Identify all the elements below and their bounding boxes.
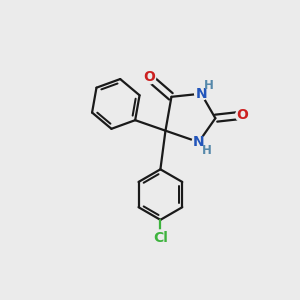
Text: O: O (143, 70, 155, 85)
Circle shape (195, 87, 208, 100)
Circle shape (192, 136, 205, 148)
Text: H: H (202, 144, 212, 157)
Circle shape (236, 109, 249, 122)
Text: O: O (236, 108, 248, 122)
Text: N: N (195, 87, 207, 101)
Circle shape (152, 230, 169, 247)
Text: Cl: Cl (153, 231, 168, 245)
Text: N: N (193, 135, 205, 149)
Circle shape (142, 71, 156, 84)
Text: H: H (204, 79, 214, 92)
